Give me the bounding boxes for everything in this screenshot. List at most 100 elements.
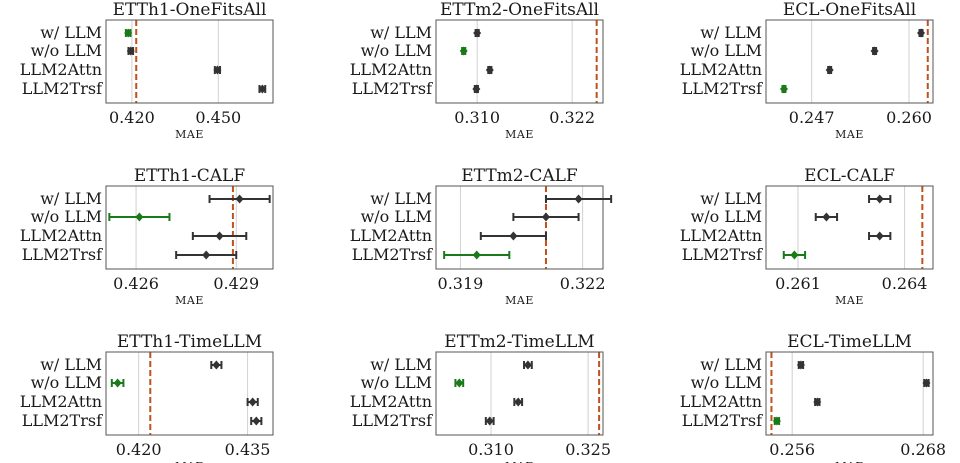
x-axis-label: MAE <box>835 128 864 141</box>
panel-title: ETTm2-CALF <box>461 166 578 186</box>
plot-frame <box>105 19 274 104</box>
data-point <box>825 65 834 75</box>
x-tick-label: 0.268 <box>900 440 946 459</box>
x-tick-label: 0.322 <box>560 274 606 293</box>
panel-title: ECL-TimeLLM <box>787 332 912 352</box>
data-point <box>541 212 550 222</box>
plot-frame <box>765 351 934 436</box>
plot-frame <box>765 19 934 104</box>
plot-frame <box>435 19 604 104</box>
plot-frame <box>435 351 604 436</box>
y-category-label: LLM2Attn <box>20 60 102 79</box>
y-category-label: LLM2Trsf <box>22 245 103 264</box>
x-tick-label: 0.426 <box>113 274 159 293</box>
data-point <box>485 416 494 426</box>
x-axis-label: MAE <box>175 294 204 307</box>
panel-title: ETTh1-CALF <box>134 166 245 186</box>
data-point <box>523 360 532 370</box>
data-point <box>212 360 221 370</box>
data-point <box>252 416 261 426</box>
y-category-label: w/ LLM <box>40 23 102 42</box>
y-category-label: w/o LLM <box>691 207 762 226</box>
data-point <box>135 212 144 222</box>
y-category-label: LLM2Trsf <box>352 245 433 264</box>
y-category-label: w/ LLM <box>700 189 762 208</box>
data-point <box>509 231 518 241</box>
y-category-label: w/o LLM <box>31 207 102 226</box>
y-category-label: w/ LLM <box>700 23 762 42</box>
y-category-label: LLM2Trsf <box>22 411 103 430</box>
y-category-label: LLM2Trsf <box>352 79 433 98</box>
x-tick-label: 0.264 <box>882 274 928 293</box>
data-point <box>922 378 931 388</box>
y-category-label: w/o LLM <box>691 373 762 392</box>
x-tick-label: 0.247 <box>789 108 835 127</box>
data-point <box>574 194 583 204</box>
panel-title: ETTm2-TimeLLM <box>444 332 594 352</box>
x-tick-label: 0.310 <box>454 108 500 127</box>
x-axis-label: MAE <box>505 460 534 463</box>
y-category-label: LLM2Attn <box>350 392 432 411</box>
x-axis-label: MAE <box>175 128 204 141</box>
y-category-label: LLM2Trsf <box>682 79 763 98</box>
data-point <box>917 28 926 38</box>
panel-title: ECL-OneFitsAll <box>783 0 916 20</box>
data-point <box>796 360 805 370</box>
x-tick-label: 0.450 <box>195 108 241 127</box>
data-point <box>258 84 267 94</box>
x-tick-label: 0.310 <box>468 440 514 459</box>
plot-frame <box>435 185 604 270</box>
x-tick-label: 0.435 <box>225 440 271 459</box>
panel-title: ETTh1-TimeLLM <box>117 332 262 352</box>
plot-frame <box>105 185 274 270</box>
data-point <box>485 65 494 75</box>
x-axis-label: MAE <box>835 294 864 307</box>
data-point <box>790 250 799 260</box>
data-point <box>459 46 468 56</box>
data-point <box>514 397 523 407</box>
y-category-label: w/o LLM <box>31 373 102 392</box>
x-axis-label: MAE <box>505 128 534 141</box>
data-point <box>248 397 257 407</box>
data-point <box>235 194 244 204</box>
panel-title: ETTm2-OneFitsAll <box>440 0 599 20</box>
data-point <box>215 231 224 241</box>
data-point <box>472 250 481 260</box>
x-tick-label: 0.319 <box>438 274 484 293</box>
x-tick-label: 0.420 <box>109 108 155 127</box>
data-point <box>870 46 879 56</box>
x-tick-label: 0.429 <box>213 274 259 293</box>
data-point <box>472 84 481 94</box>
y-category-label: w/o LLM <box>361 207 432 226</box>
data-point <box>875 194 884 204</box>
data-point <box>875 231 884 241</box>
panel-title: ECL-CALF <box>804 166 895 186</box>
y-category-label: LLM2Attn <box>680 226 762 245</box>
x-tick-label: 0.322 <box>549 108 595 127</box>
plot-frame <box>765 185 934 270</box>
x-tick-label: 0.420 <box>116 440 162 459</box>
data-point <box>213 65 222 75</box>
y-category-label: w/o LLM <box>31 41 102 60</box>
y-category-label: w/ LLM <box>700 355 762 374</box>
y-category-label: LLM2Trsf <box>22 79 103 98</box>
y-category-label: LLM2Attn <box>350 60 432 79</box>
data-point <box>113 378 122 388</box>
y-category-label: w/ LLM <box>370 189 432 208</box>
y-category-label: LLM2Attn <box>680 60 762 79</box>
y-category-label: w/ LLM <box>40 189 102 208</box>
data-point <box>455 378 464 388</box>
y-category-label: w/ LLM <box>40 355 102 374</box>
x-tick-label: 0.325 <box>565 440 611 459</box>
y-category-label: w/ LLM <box>370 23 432 42</box>
y-category-label: LLM2Attn <box>350 226 432 245</box>
x-tick-label: 0.260 <box>886 108 932 127</box>
